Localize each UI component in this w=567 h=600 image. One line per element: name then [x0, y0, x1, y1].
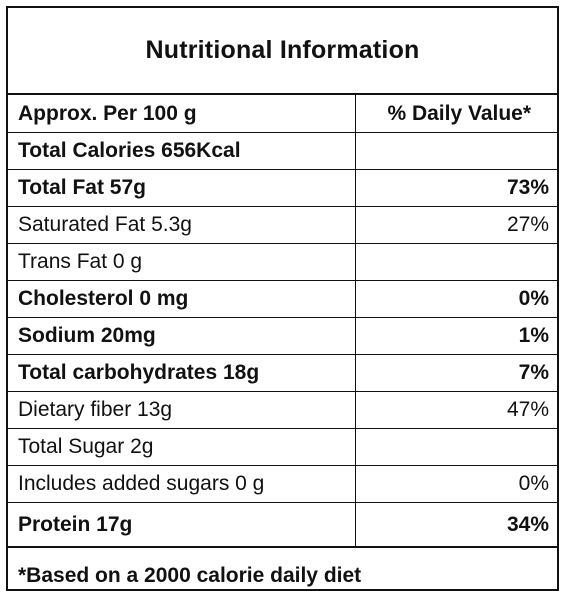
- table-row: Sodium 20mg 1%: [8, 317, 557, 355]
- daily-value: 47%: [355, 391, 557, 429]
- table-header-row: Approx. Per 100 g % Daily Value*: [8, 95, 557, 133]
- daily-value: 1%: [355, 317, 557, 355]
- table-row: Protein 17g 34%: [8, 502, 557, 548]
- nutrient-name: Total Fat 57g: [8, 169, 356, 207]
- table-row: Cholesterol 0 mg 0%: [8, 280, 557, 318]
- daily-value: 0%: [355, 280, 557, 318]
- table-row: Total Fat 57g 73%: [8, 169, 557, 207]
- table-row: Total carbohydrates 18g 7%: [8, 354, 557, 392]
- daily-value: [355, 243, 557, 281]
- daily-value: 73%: [355, 169, 557, 207]
- table-row: Total Calories 656Kcal: [8, 132, 557, 170]
- nutrient-name: Protein 17g: [8, 502, 356, 548]
- nutrient-name: Includes added sugars 0 g: [8, 465, 356, 503]
- nutrient-name: Trans Fat 0 g: [8, 243, 356, 281]
- daily-value: 7%: [355, 354, 557, 392]
- table-row: Trans Fat 0 g: [8, 243, 557, 281]
- daily-value: [355, 132, 557, 170]
- page-title: Nutritional Information: [145, 36, 420, 64]
- table-row: Saturated Fat 5.3g 27%: [8, 206, 557, 244]
- nutrient-name: Dietary fiber 13g: [8, 391, 356, 429]
- header-daily-value: % Daily Value*: [355, 95, 557, 133]
- nutrient-name: Saturated Fat 5.3g: [8, 206, 356, 244]
- table-row: Dietary fiber 13g 47%: [8, 391, 557, 429]
- nutrition-label: Nutritional Information Approx. Per 100 …: [6, 6, 559, 591]
- table-row: Total Sugar 2g: [8, 428, 557, 466]
- nutrient-name: Cholesterol 0 mg: [8, 280, 356, 318]
- header-serving-size: Approx. Per 100 g: [8, 95, 356, 133]
- nutrient-name: Total Calories 656Kcal: [8, 132, 356, 170]
- daily-value: [355, 428, 557, 466]
- nutrient-name: Total Sugar 2g: [8, 428, 356, 466]
- title-box: Nutritional Information: [8, 8, 557, 95]
- footnote: *Based on a 2000 calorie daily diet: [18, 563, 362, 587]
- daily-value: 0%: [355, 465, 557, 503]
- daily-value: 34%: [355, 502, 557, 548]
- daily-value: 27%: [355, 206, 557, 244]
- nutrient-name: Total carbohydrates 18g: [8, 354, 356, 392]
- table-row: Includes added sugars 0 g 0%: [8, 465, 557, 503]
- nutrient-name: Sodium 20mg: [8, 317, 356, 355]
- nutrition-table: Approx. Per 100 g % Daily Value* Total C…: [8, 95, 557, 548]
